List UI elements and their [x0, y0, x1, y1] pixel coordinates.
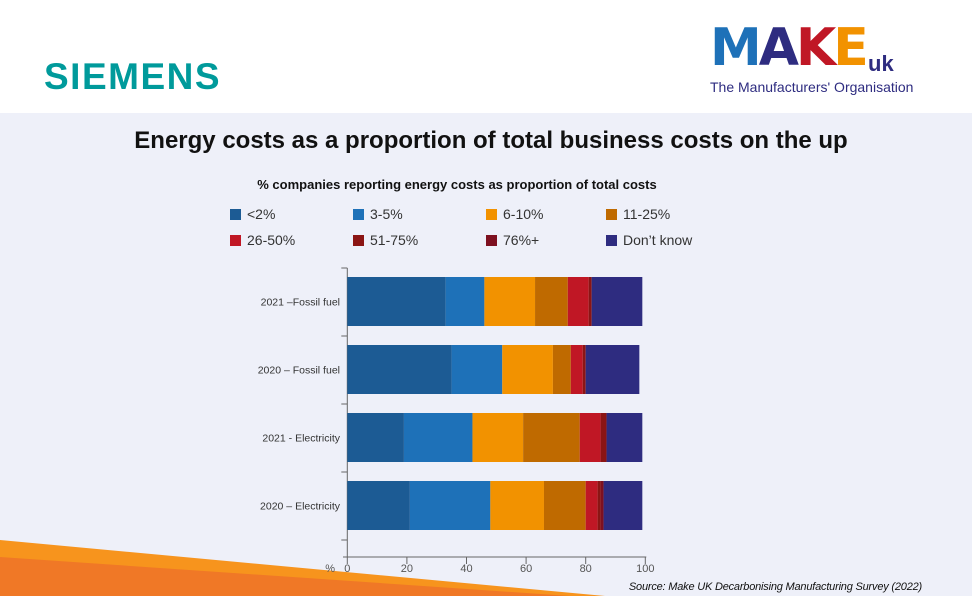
- legend-swatch: [230, 234, 241, 246]
- legend-item: 51-75%: [353, 232, 418, 248]
- legend-label: <2%: [247, 206, 276, 222]
- bar-segment: [570, 345, 583, 394]
- legend-label: 26-50%: [247, 232, 296, 248]
- legend-swatch: [606, 208, 617, 220]
- bar-segment: [502, 345, 553, 394]
- bar-segment: [585, 345, 640, 394]
- legend-swatch: [230, 208, 241, 220]
- bar-segment: [347, 481, 410, 530]
- bar-segment: [585, 481, 598, 530]
- legend-item: 26-50%: [230, 232, 295, 248]
- legend-swatch: [486, 208, 497, 220]
- bar-segment: [606, 413, 643, 462]
- bar-segment: [535, 277, 568, 326]
- make-letter-k: K: [796, 18, 836, 78]
- legend-item: Don’t know: [606, 232, 692, 248]
- category-label: 2021 –Fossil fuel: [261, 297, 340, 309]
- bar-segment: [403, 413, 473, 462]
- bar-segment: [543, 481, 586, 530]
- legend-label: 76%+: [503, 232, 540, 248]
- legend-swatch: [353, 234, 364, 246]
- bar-segment: [445, 277, 485, 326]
- bar-segment: [347, 345, 452, 394]
- category-label: 2020 – Electricity: [260, 501, 341, 513]
- bar-segment: [552, 345, 571, 394]
- x-axis-label: %: [325, 563, 335, 575]
- decor-orange-dark: [0, 557, 570, 596]
- siemens-logo: SIEMENS: [44, 56, 222, 97]
- bar-segment: [472, 413, 524, 462]
- chart-title: Energy costs as a proportion of total bu…: [134, 127, 848, 154]
- legend-label: 11-25%: [623, 206, 671, 222]
- header: SIEMENS MAKE uk The Manufacturers' Organ…: [0, 0, 972, 113]
- legend-label: 3-5%: [370, 206, 403, 222]
- source-note: Source: Make UK Decarbonising Manufactur…: [628, 581, 922, 593]
- bar-segment: [567, 277, 589, 326]
- x-tick-label: 60: [520, 563, 532, 575]
- legend-item: 6-10%: [486, 206, 543, 222]
- bar-segment: [591, 277, 643, 326]
- bar-segment: [597, 481, 601, 530]
- make-uk-logo-suffix: uk: [868, 51, 894, 76]
- legend-item: 76%+: [486, 232, 539, 248]
- x-tick-label: 100: [636, 563, 654, 575]
- legend-swatch: [606, 234, 617, 246]
- bar-segment: [451, 345, 503, 394]
- make-letter-m: M: [710, 18, 762, 78]
- make-uk-tagline: The Manufacturers' Organisation: [710, 79, 914, 95]
- bar-segment: [347, 277, 446, 326]
- x-tick-label: 40: [460, 563, 472, 575]
- legend-item: 3-5%: [353, 206, 403, 222]
- legend-label: Don’t know: [623, 232, 693, 248]
- chart-subtitle: % companies reporting energy costs as pr…: [257, 177, 657, 192]
- bar-segment: [409, 481, 491, 530]
- bar-segment: [490, 481, 544, 530]
- x-tick-label: 80: [580, 563, 592, 575]
- legend-swatch: [486, 234, 497, 246]
- make-letter-e: E: [833, 18, 868, 78]
- category-label: 2021 - Electricity: [262, 433, 340, 445]
- category-label: 2020 – Fossil fuel: [258, 365, 340, 377]
- chart-plot-area: 2021 –Fossil fuel 2020 – Fossil fuel 2021 …: [258, 267, 654, 575]
- bar-segment: [600, 413, 607, 462]
- bar-segment: [588, 277, 592, 326]
- bar-segment: [579, 413, 601, 462]
- legend-label: 51-75%: [370, 232, 419, 248]
- legend-item: <2%: [230, 206, 275, 222]
- x-tick-label: 20: [401, 563, 413, 575]
- bar-segment: [582, 345, 586, 394]
- bar-segment: [484, 277, 536, 326]
- legend-item: 11-25%: [606, 206, 670, 222]
- make-letter-a: A: [758, 18, 799, 78]
- make-uk-logo: MAKE: [710, 18, 869, 78]
- bar-segment: [523, 413, 580, 462]
- x-tick-label: 0: [344, 563, 350, 575]
- bar-segment: [347, 413, 404, 462]
- bar-segment: [600, 481, 604, 530]
- bar-segment: [603, 481, 643, 530]
- legend-label: 6-10%: [503, 206, 544, 222]
- legend-swatch: [353, 208, 364, 220]
